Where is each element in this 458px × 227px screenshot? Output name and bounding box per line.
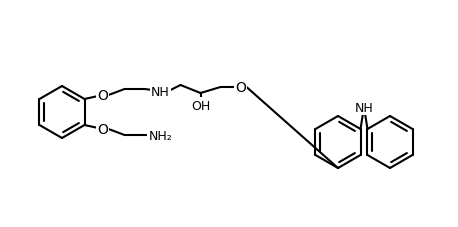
Text: O: O: [97, 122, 108, 136]
Text: OH: OH: [191, 99, 210, 112]
Text: O: O: [235, 81, 246, 95]
Text: O: O: [97, 89, 108, 103]
Text: NH: NH: [151, 85, 170, 98]
Text: NH: NH: [354, 101, 373, 114]
Text: NH₂: NH₂: [149, 129, 172, 142]
